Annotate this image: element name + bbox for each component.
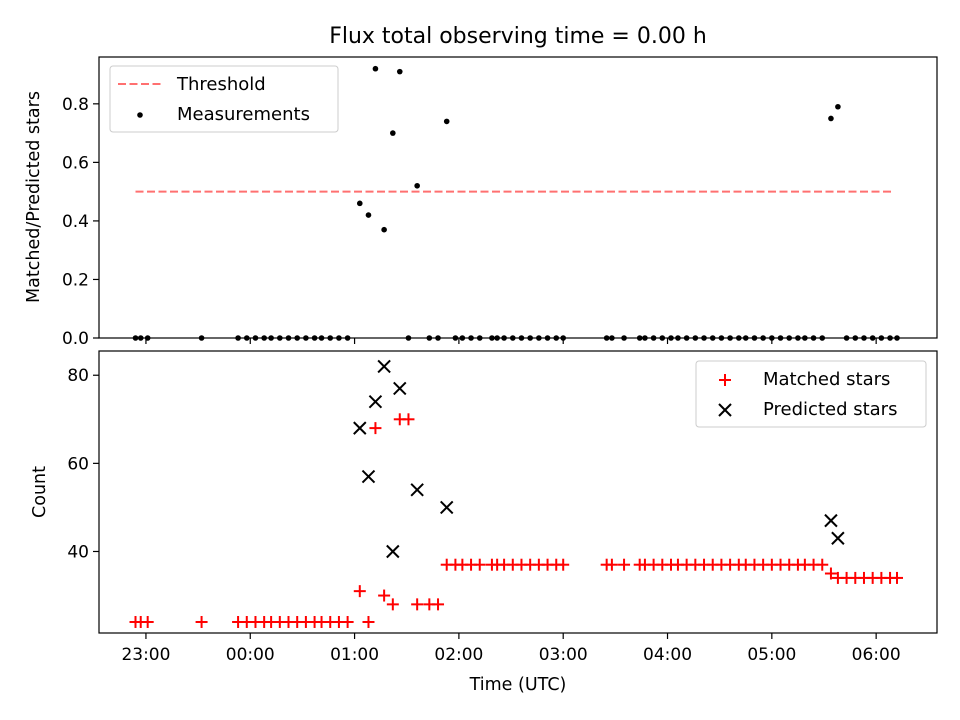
ratio-legend: Threshold Measurements: [109, 65, 339, 133]
matched-stars-point: [605, 558, 618, 571]
counts-y-tick-label: 40: [67, 542, 89, 562]
measurement-point: [828, 115, 834, 122]
ratio-y-axis: 0.0 0.2 0.4 0.6 0.8: [62, 95, 99, 349]
counts-legend-frame: [695, 360, 927, 428]
predicted-stars-point: [831, 531, 845, 545]
matched-stars-point: [473, 558, 486, 571]
matched-stars-point: [816, 558, 829, 571]
matched-legend-label: Matched stars: [763, 369, 890, 390]
ratio-axes-frame: [98, 56, 938, 339]
counts-panel: 40 60 80 23:00 00:00 01:00 02:00 03:00 04:00 05:…: [30, 350, 938, 695]
x-tick-label: 06:00: [852, 645, 901, 665]
matched-stars-point: [411, 598, 424, 611]
measurement-point: [372, 65, 379, 72]
matched-stars-point: [369, 422, 382, 435]
counts-y-axis-label: Count: [30, 466, 50, 518]
predicted-legend-label: Predicted stars: [763, 399, 897, 420]
matched-legend-swatch: [719, 374, 731, 386]
threshold-legend-label: Threshold: [176, 74, 266, 95]
matched-stars-point: [824, 567, 837, 580]
measurement-point: [356, 200, 363, 207]
counts-legend: Matched stars Predicted stars: [695, 360, 927, 428]
measurement-point: [443, 118, 450, 125]
measurements-legend-swatch: [137, 112, 143, 118]
ratio-y-tick-label: 0.4: [62, 212, 89, 232]
ratio-legend-frame: [109, 65, 339, 133]
matched-stars-point: [362, 615, 375, 628]
predicted-stars-point: [368, 394, 383, 409]
matched-stars-point: [891, 571, 904, 584]
predicted-stars-point: [353, 421, 367, 435]
predicted-stars-point: [440, 500, 454, 515]
predicted-stars-point: [386, 544, 400, 559]
x-tick-label: 04:00: [643, 645, 692, 665]
counts-y-axis: 40 60 80: [67, 366, 99, 562]
matched-stars-point: [618, 558, 631, 571]
matched-stars-point: [386, 598, 399, 611]
measurement-point: [835, 103, 841, 110]
counts-x-axis: 23:00 00:00 01:00 02:00 03:00 04:00 05:00 06:00: [121, 633, 901, 665]
predicted-stars-point: [361, 469, 376, 484]
measurement-point: [381, 226, 387, 233]
counts-axes-frame: [98, 350, 938, 634]
x-tick-label: 00:00: [226, 645, 275, 665]
counts-y-tick-label: 60: [67, 454, 89, 474]
matched-stars-point: [557, 558, 570, 571]
matched-stars-point: [378, 589, 391, 602]
measurement-point: [365, 212, 372, 218]
ratio-panel: 0.00.20.40.60.8 Matched/Predicted stars …: [24, 56, 938, 349]
counts-marks: [129, 359, 904, 628]
predicted-stars-point: [393, 381, 407, 396]
counts-y-tick-label: 80: [67, 366, 89, 386]
predicted-stars-point: [377, 359, 391, 374]
figure-title: Flux total observing time = 0.00 h: [329, 24, 707, 49]
measurement-point: [414, 182, 420, 189]
ratio-y-tick-label: 0.6: [62, 153, 89, 173]
x-tick-label: 03:00: [539, 645, 588, 665]
matched-stars-point: [141, 615, 154, 628]
ratio-x-ticks: [145, 338, 877, 344]
ratio-y-tick-label: 0.8: [62, 95, 89, 115]
x-axis-label: Time (UTC): [469, 675, 567, 695]
x-tick-label: 23:00: [121, 645, 170, 665]
matched-stars-point: [353, 585, 366, 598]
x-tick-label: 05:00: [747, 645, 796, 665]
predicted-legend-swatch: [718, 403, 732, 417]
predicted-stars-point: [410, 483, 424, 497]
measurement-point: [390, 130, 396, 136]
measurements-legend-label: Measurements: [177, 104, 310, 125]
x-tick-label: 02:00: [434, 645, 483, 665]
ratio-y-tick-label: 0.0: [62, 329, 89, 349]
matched-stars-point: [195, 615, 208, 628]
x-tick-label: 01:00: [330, 645, 379, 665]
matched-stars-point: [341, 615, 354, 628]
ratio-y-tick-label: 0.2: [62, 270, 89, 290]
matched-stars-point: [402, 413, 415, 426]
ratio-y-axis-label: Matched/Predicted stars: [24, 91, 44, 303]
matched-stars-point: [432, 598, 445, 611]
measurement-point: [396, 68, 403, 75]
predicted-stars-point: [824, 513, 838, 528]
